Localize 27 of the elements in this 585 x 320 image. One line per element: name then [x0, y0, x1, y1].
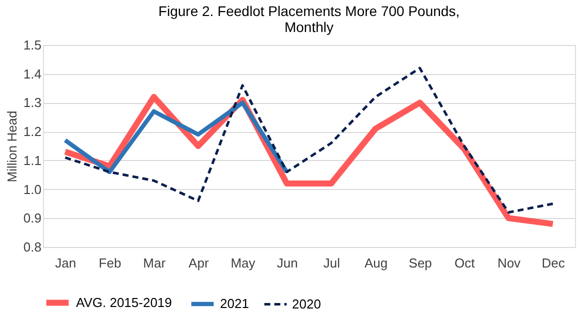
chart-title: Figure 2. Feedlot Placements More 700 Pounds, Monthly	[158, 3, 460, 35]
legend-label: 2021	[220, 296, 249, 311]
y-tick-label: 1.3	[23, 95, 42, 110]
legend-label: 2020	[292, 296, 321, 312]
x-tick-label: Dec	[542, 256, 566, 270]
x-tick-label: Feb	[98, 256, 122, 270]
x-tick-label: Nov	[497, 256, 522, 270]
y-tick-label: 1.0	[23, 182, 42, 197]
x-tick-label: Mar	[143, 256, 166, 270]
y-tick-label: 1.2	[23, 124, 42, 140]
x-tick-label: Apr	[188, 256, 210, 270]
line-series	[64, 66, 554, 214]
y-tick-label: 1.1	[23, 152, 42, 168]
legend-label: AVG. 2015-2019	[76, 294, 172, 310]
x-tick-label: Jun	[276, 256, 298, 270]
y-tick-label: 1.4	[23, 66, 42, 82]
x-tick-label: Jul	[323, 256, 340, 270]
y-axis-title: Million Head	[4, 110, 20, 182]
x-tick-label: Aug	[364, 256, 388, 270]
x-tick-label: Sep	[408, 256, 432, 270]
x-tick-label: May	[230, 256, 256, 270]
x-tick-label: Jan	[55, 256, 76, 270]
y-tick-label: 0.9	[23, 210, 42, 226]
x-tick-label: Oct	[454, 256, 476, 270]
y-tick-label: 0.8	[23, 240, 42, 254]
y-tick-label: 1.5	[23, 38, 42, 52]
line-series	[63, 100, 289, 174]
